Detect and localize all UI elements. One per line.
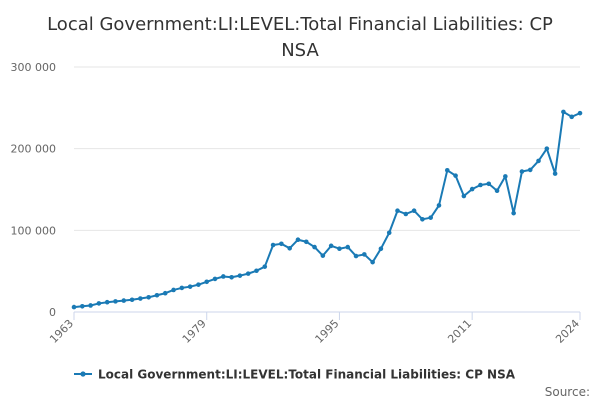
data-point[interactable] (362, 252, 367, 257)
series-line (73, 110, 581, 309)
data-point[interactable] (154, 292, 160, 298)
data-point[interactable] (536, 158, 541, 164)
data-point[interactable] (411, 208, 417, 214)
data-point[interactable] (527, 167, 533, 173)
data-point[interactable] (486, 181, 492, 187)
data-point[interactable] (519, 169, 525, 174)
x-tick-label: 2011 (445, 317, 474, 346)
data-point[interactable] (453, 173, 458, 178)
y-tick-label: 100 000 (11, 224, 57, 237)
data-point[interactable] (337, 246, 342, 252)
series-layer (71, 109, 583, 310)
data-point[interactable] (262, 264, 268, 269)
grid (74, 66, 580, 231)
data-point[interactable] (469, 186, 475, 192)
data-point[interactable] (511, 210, 516, 216)
data-point[interactable] (104, 299, 110, 305)
x-tick-label: 1979 (180, 317, 209, 346)
legend[interactable]: Local Government:LI:LEVEL:Total Financia… (74, 368, 516, 382)
data-point[interactable] (386, 230, 392, 236)
data-point[interactable] (320, 253, 326, 258)
y-tick-label: 0 (49, 306, 56, 319)
data-point[interactable] (287, 246, 292, 251)
data-point[interactable] (436, 203, 442, 208)
data-point[interactable] (270, 242, 276, 248)
legend-marker (80, 371, 86, 377)
data-point[interactable] (254, 268, 259, 274)
data-point[interactable] (204, 279, 210, 285)
data-point[interactable] (370, 259, 375, 265)
data-point[interactable] (353, 253, 359, 259)
data-point[interactable] (552, 171, 558, 176)
data-point[interactable] (403, 211, 409, 217)
data-point[interactable] (395, 208, 400, 214)
chart-title-line-2: NSA (281, 40, 319, 61)
data-point[interactable] (312, 244, 317, 250)
x-tick-label: 2024 (553, 317, 582, 346)
data-point[interactable] (196, 282, 201, 287)
data-point[interactable] (113, 299, 118, 304)
chart-title: Local Government:LI:LEVEL:Total Financia… (47, 14, 553, 61)
data-point[interactable] (138, 296, 143, 301)
data-point[interactable] (129, 297, 135, 303)
data-point[interactable] (303, 239, 309, 245)
data-point[interactable] (179, 285, 185, 291)
y-axis-ticks: 0 100 000 200 000 300 000 (11, 61, 57, 319)
data-point[interactable] (245, 271, 251, 276)
data-point[interactable] (237, 273, 243, 278)
data-point[interactable] (162, 290, 168, 296)
chart-title-line-1: Local Government:LI:LEVEL:Total Financia… (47, 14, 553, 35)
data-point[interactable] (79, 303, 85, 309)
legend-label: Local Government:LI:LEVEL:Total Financia… (98, 368, 516, 382)
data-point[interactable] (187, 284, 193, 289)
data-point[interactable] (229, 274, 234, 280)
data-point[interactable] (345, 244, 351, 250)
x-axis (73, 311, 581, 320)
data-point[interactable] (420, 217, 425, 222)
data-point[interactable] (561, 109, 566, 115)
data-point[interactable] (221, 274, 226, 279)
data-point[interactable] (295, 237, 301, 243)
data-point[interactable] (577, 110, 583, 116)
data-point[interactable] (461, 193, 467, 199)
data-point[interactable] (279, 241, 284, 247)
data-point[interactable] (88, 303, 93, 308)
x-tick-label: 1995 (313, 317, 342, 346)
data-point[interactable] (478, 182, 483, 188)
data-point[interactable] (444, 168, 450, 173)
data-point[interactable] (503, 174, 508, 179)
data-point[interactable] (171, 287, 176, 293)
data-point[interactable] (96, 301, 102, 306)
x-axis-ticks: 1963 1979 1995 2011 2024 (47, 317, 582, 346)
data-point[interactable] (146, 295, 151, 300)
source-label[interactable]: Source: (545, 385, 590, 399)
y-tick-label: 300 000 (11, 61, 57, 74)
data-point[interactable] (494, 188, 500, 194)
data-point[interactable] (569, 114, 575, 120)
data-point[interactable] (328, 243, 334, 249)
data-point[interactable] (544, 146, 550, 151)
y-tick-label: 200 000 (11, 143, 57, 156)
data-point[interactable] (378, 246, 384, 252)
data-point[interactable] (71, 304, 77, 310)
data-point[interactable] (212, 276, 218, 282)
data-point[interactable] (428, 215, 433, 220)
x-tick-label: 1963 (47, 317, 76, 346)
data-point[interactable] (121, 298, 127, 303)
